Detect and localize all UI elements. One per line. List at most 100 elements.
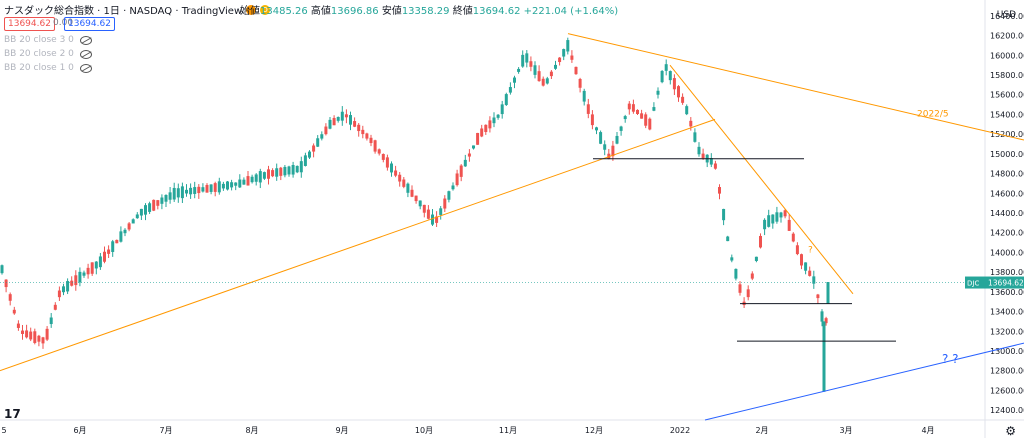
tradingview-logo: 17 [4,407,21,421]
candle-body [365,133,369,139]
candle-body [398,174,402,182]
candle-body [8,294,12,301]
candle-body [66,281,70,292]
candle-body [344,114,348,118]
candle-body [822,321,826,392]
candle-body [209,184,213,192]
indicator-label: BB 20 close 2 0 [4,49,74,59]
candle-body [402,179,406,187]
candle-body [37,335,41,342]
candle-body [144,205,147,215]
high-label: 高値 [310,6,331,17]
indicator-bb-3[interactable]: BB 20 close 3 0 [4,35,92,45]
candle-body [808,270,812,276]
close-label: 終値 [452,6,473,17]
candle-body [816,294,820,299]
candle-body [98,256,102,268]
candle-body [422,204,426,213]
symbol-title[interactable]: ナスダック総合指数 · 1日 · NASDAQ · TradingView [4,6,243,17]
delayed-flag-icon: D [260,4,271,15]
candle-body [595,127,598,131]
candle-body [361,129,365,135]
candle-body [677,86,680,98]
buy-price-box[interactable]: 13694.62 [64,17,115,31]
candle-body [258,171,262,183]
candle-body [619,126,623,131]
candle-body [74,275,78,286]
candle-body [111,241,115,252]
indicator-label: BB 20 close 1 0 [4,63,74,73]
chart-annotation: 2022/5 [917,109,949,119]
hidden-eye-icon[interactable] [79,49,92,59]
candle-body [115,239,119,244]
candle-body [754,256,758,261]
hidden-eye-icon[interactable] [79,35,92,45]
candle-body [562,49,566,57]
candle-body [492,117,496,124]
candle-body [750,273,754,279]
chart-annotation: ? ? [942,352,959,366]
candle-body [693,132,697,142]
candle-body [631,104,635,112]
candle-body [103,251,106,262]
candle-body [713,163,717,169]
spread-value: 0.00 [53,18,74,28]
candle-body [525,53,529,63]
candle-body [607,153,611,159]
candle-body [480,128,484,137]
hidden-eye-icon[interactable] [79,63,92,73]
open-label: 始値 [240,6,260,17]
candle-body [459,165,463,177]
x-tick-label: 6月 [73,426,86,435]
candle-body [21,330,24,334]
candle-body [418,200,422,207]
candle-body [381,154,385,160]
indicator-label: BB 20 close 3 0 [4,35,74,45]
candle-body [709,158,713,165]
candle-body [783,210,787,217]
candle-body [795,245,799,255]
candle-body [800,254,803,266]
x-tick-label: 7月 [159,426,172,435]
y-tick-label: 14200.00 [990,229,1024,238]
x-tick-label: 12月 [585,426,603,435]
chart-header: ナスダック総合指数 · 1日 · NASDAQ · TradingView D [4,2,271,17]
indicator-bb-1[interactable]: BB 20 close 1 0 [4,63,92,73]
candle-body [537,71,541,82]
settings-gear-icon[interactable]: ⚙ [1005,424,1016,438]
candle-body [664,64,668,71]
candle-body [82,272,86,276]
candle-body [763,219,767,230]
candle-body [603,144,607,150]
x-tick-label: 8月 [245,426,258,435]
candle-body [385,157,389,168]
candle-body [681,96,685,103]
candle-body [508,87,512,93]
candle-body [467,153,471,157]
candle-body [283,166,287,176]
candle-body [730,257,734,261]
x-tick-label: 9月 [335,426,348,435]
high-value: 13696.86 [330,6,379,17]
candle-body [303,155,307,166]
candle-body [357,124,361,132]
candle-body [226,181,229,190]
candle-body [554,64,557,69]
candle-body [349,115,352,125]
candle-body [316,138,320,147]
currency-selector[interactable]: USD [996,10,1016,20]
candle-body [812,276,816,284]
candle-body [62,286,65,293]
candle-body [435,216,439,223]
y-tick-label: 13600.00 [990,288,1024,297]
change-value: +221.04 (+1.64%) [523,6,619,17]
y-tick-label: 13800.00 [990,268,1024,277]
sell-price-box[interactable]: 13694.62 [4,17,55,31]
candle-body [271,170,275,177]
candle-body [33,331,37,343]
candle-body [254,174,258,182]
candle-body [472,145,475,149]
indicator-bb-2[interactable]: BB 20 close 2 0 [4,49,92,59]
candle-body [513,77,516,83]
